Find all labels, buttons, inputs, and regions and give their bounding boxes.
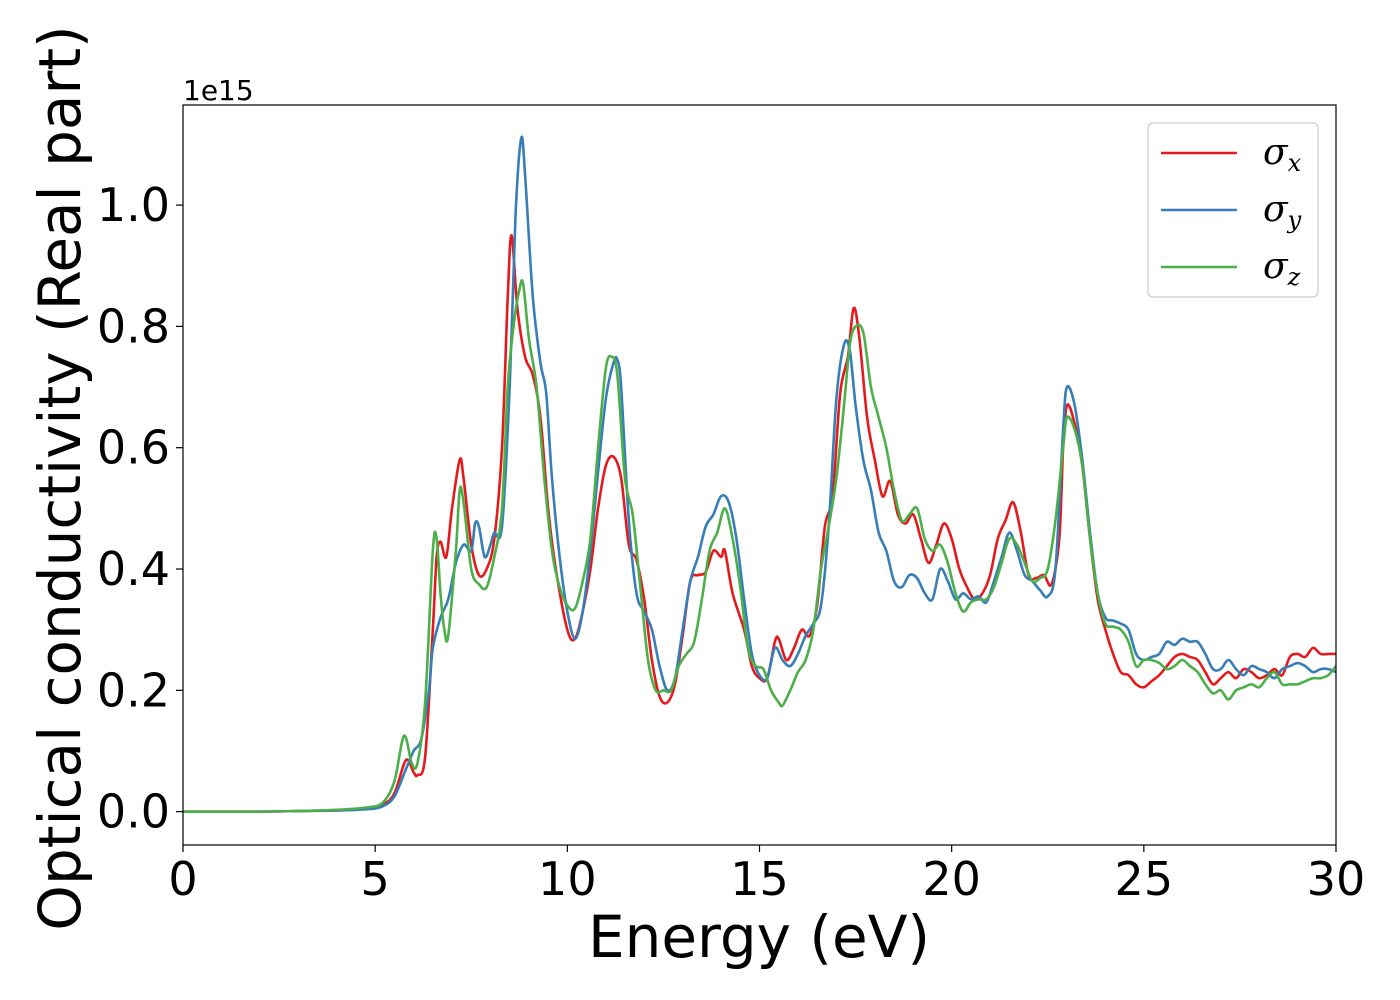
series-line-sigma-z [183, 279, 1336, 813]
x-axis-label: Energy (eV) [588, 903, 930, 971]
y-tick-label: 0.4 [97, 542, 170, 596]
x-tick-label: 15 [730, 852, 789, 906]
y-offset-text: 1e15 [183, 74, 254, 107]
x-tick-label: 30 [1307, 852, 1366, 906]
y-axis-ticks: 0.0 0.2 0.4 0.6 0.8 1.0 [97, 178, 183, 839]
x-tick-label: 10 [538, 852, 597, 906]
legend-subscript: y [1287, 206, 1302, 234]
y-tick-label: 0.0 [97, 785, 170, 839]
series-layer [183, 135, 1336, 813]
x-tick-label: 20 [922, 852, 981, 906]
x-tick-label: 0 [168, 852, 197, 906]
legend-subscript: z [1287, 263, 1301, 291]
y-tick-label: 0.2 [97, 663, 170, 717]
legend-subscript: x [1288, 149, 1302, 177]
y-tick-label: 0.8 [97, 299, 170, 353]
y-axis-label: Optical conductivity (Real part) [26, 25, 94, 930]
x-tick-label: 25 [1115, 852, 1174, 906]
y-tick-label: 1.0 [97, 178, 170, 232]
x-tick-label: 5 [361, 852, 390, 906]
x-axis-ticks: 0 5 10 15 20 25 30 [168, 845, 1365, 906]
y-tick-label: 0.6 [97, 421, 170, 475]
series-line-sigma-y [183, 135, 1336, 813]
